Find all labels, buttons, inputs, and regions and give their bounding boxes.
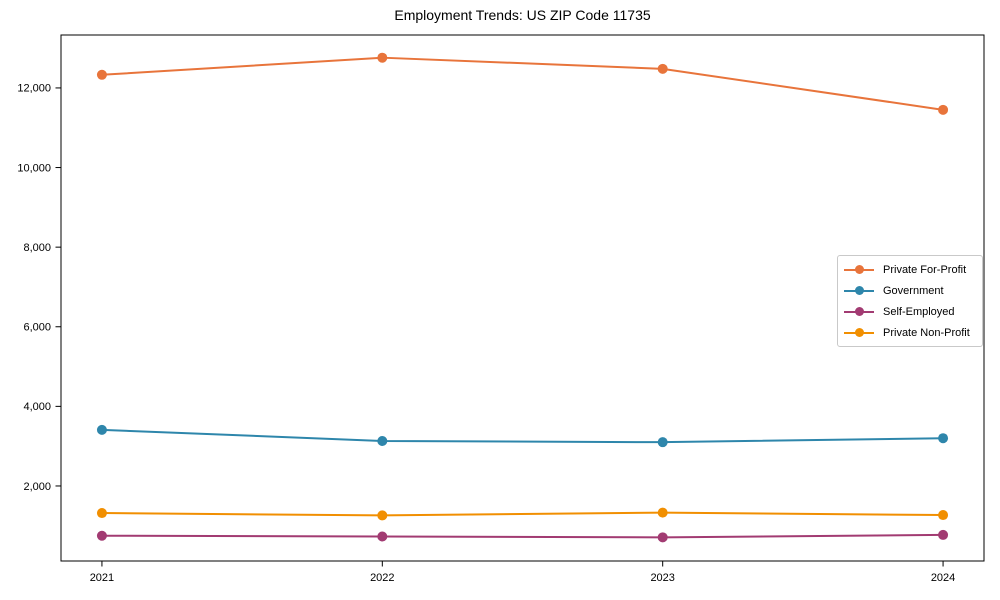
- data-point-marker: [96, 69, 107, 80]
- data-point-marker: [938, 433, 949, 444]
- data-point-marker: [377, 52, 388, 63]
- y-axis-tick-label: 6,000: [23, 322, 51, 334]
- x-axis-tick-label: 2024: [931, 572, 955, 584]
- data-point-marker: [657, 507, 668, 518]
- data-point-marker: [96, 508, 107, 519]
- data-point-marker: [938, 529, 949, 540]
- legend-entry: Private For-Profit: [844, 259, 976, 280]
- y-axis-tick-label: 2,000: [23, 481, 51, 493]
- data-point-marker: [377, 435, 388, 446]
- legend-label: Private Non-Profit: [883, 326, 970, 339]
- data-point-marker: [657, 437, 668, 448]
- legend-label: Private For-Profit: [883, 263, 967, 276]
- legend-label: Government: [883, 284, 944, 297]
- legend: Private For-Profit Government Self-Emplo…: [837, 255, 983, 347]
- data-point-marker: [938, 510, 949, 521]
- series-line-private-non-profit: [101, 511, 944, 517]
- series-line-self-employed: [101, 533, 944, 539]
- plot-border: [60, 34, 985, 562]
- legend-entry: Government: [844, 280, 976, 301]
- y-axis-tick-label: 8,000: [23, 242, 51, 254]
- chart-title: Employment Trends: US ZIP Code 11735: [394, 7, 651, 23]
- legend-line-marker-icon: [844, 327, 874, 338]
- y-axis-tick-label: 10,000: [17, 162, 51, 174]
- x-axis-tick-label: 2022: [370, 572, 394, 584]
- x-axis-tick-label: 2021: [90, 572, 114, 584]
- y-axis-tick-label: 4,000: [23, 401, 51, 413]
- series-line-private-for-profit: [101, 56, 944, 111]
- series-line-government: [101, 428, 944, 444]
- data-point-marker: [657, 532, 668, 543]
- data-point-marker: [377, 510, 388, 521]
- legend-line-marker-icon: [844, 264, 874, 275]
- data-point-marker: [938, 104, 949, 115]
- data-point-marker: [377, 531, 388, 542]
- legend-entry: Self-Employed: [844, 301, 976, 322]
- data-point-marker: [657, 63, 668, 74]
- legend-entry: Private Non-Profit: [844, 322, 976, 343]
- data-point-marker: [96, 530, 107, 541]
- legend-line-marker-icon: [844, 285, 874, 296]
- data-point-marker: [96, 424, 107, 435]
- legend-line-marker-icon: [844, 306, 874, 317]
- y-axis-tick-label: 12,000: [17, 83, 51, 95]
- x-axis-tick-label: 2023: [650, 572, 674, 584]
- legend-label: Self-Employed: [883, 305, 955, 318]
